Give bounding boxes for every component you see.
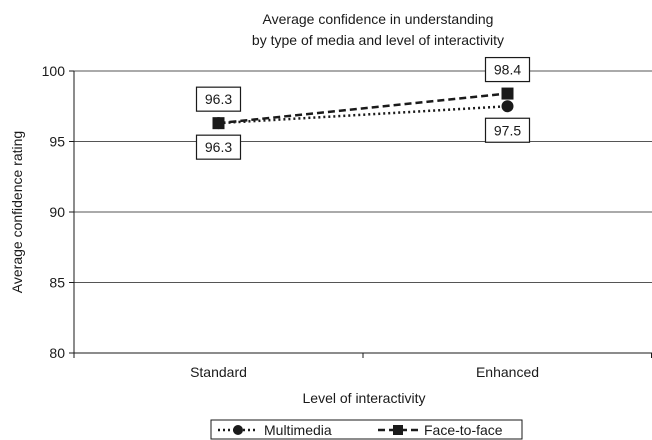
point-face-to-face-standard	[212, 117, 225, 130]
y-tick-label-100: 100	[42, 63, 66, 79]
y-tick-labels: 80 85 90 95 100	[42, 63, 66, 361]
y-tick-label-95: 95	[49, 134, 65, 150]
data-label-box-face-to-face-enhanced	[484, 56, 531, 83]
x-axis-label: Level of interactivity	[303, 390, 426, 406]
y-tick-label-85: 85	[49, 275, 65, 291]
legend-label-multimedia: Multimedia	[264, 422, 332, 438]
series-group	[212, 87, 514, 130]
data-label-multimedia-standard: 96.3	[205, 139, 232, 155]
legend-marker-face-to-face	[393, 425, 403, 435]
data-label-face-to-face-enhanced: 98.4	[494, 62, 521, 78]
x-tick-label-standard: Standard	[190, 364, 247, 380]
data-label-face-to-face-standard: 96.3	[205, 91, 232, 107]
y-axis-label: Average confidence rating	[9, 131, 25, 293]
gridlines	[74, 70, 652, 283]
point-face-to-face-enhanced	[501, 87, 514, 100]
data-labels: 96.3 97.5 96.3 98.4	[195, 56, 531, 160]
point-multimedia-enhanced	[501, 100, 514, 113]
axes	[69, 70, 652, 358]
y-tick-label-80: 80	[49, 345, 65, 361]
data-label-box-multimedia-standard	[195, 134, 242, 160]
legend: Multimedia Face-to-face	[210, 419, 523, 440]
series-line-multimedia	[218, 105, 508, 125]
data-label-multimedia-enhanced: 97.5	[494, 122, 521, 138]
chart-title-line-1: Average confidence in understanding	[263, 11, 494, 27]
x-tick-label-enhanced: Enhanced	[476, 364, 539, 380]
data-label-box-multimedia-enhanced	[484, 117, 531, 143]
data-label-box-face-to-face-standard	[195, 86, 242, 112]
legend-box	[210, 419, 523, 440]
x-tick-labels: Standard Enhanced	[190, 364, 539, 380]
legend-label-face-to-face: Face-to-face	[424, 422, 503, 438]
y-tick-label-90: 90	[49, 204, 65, 220]
series-line-face-to-face	[218, 92, 508, 125]
chart-title-line-2: by type of media and level of interactiv…	[252, 32, 504, 48]
legend-marker-multimedia	[233, 425, 243, 435]
